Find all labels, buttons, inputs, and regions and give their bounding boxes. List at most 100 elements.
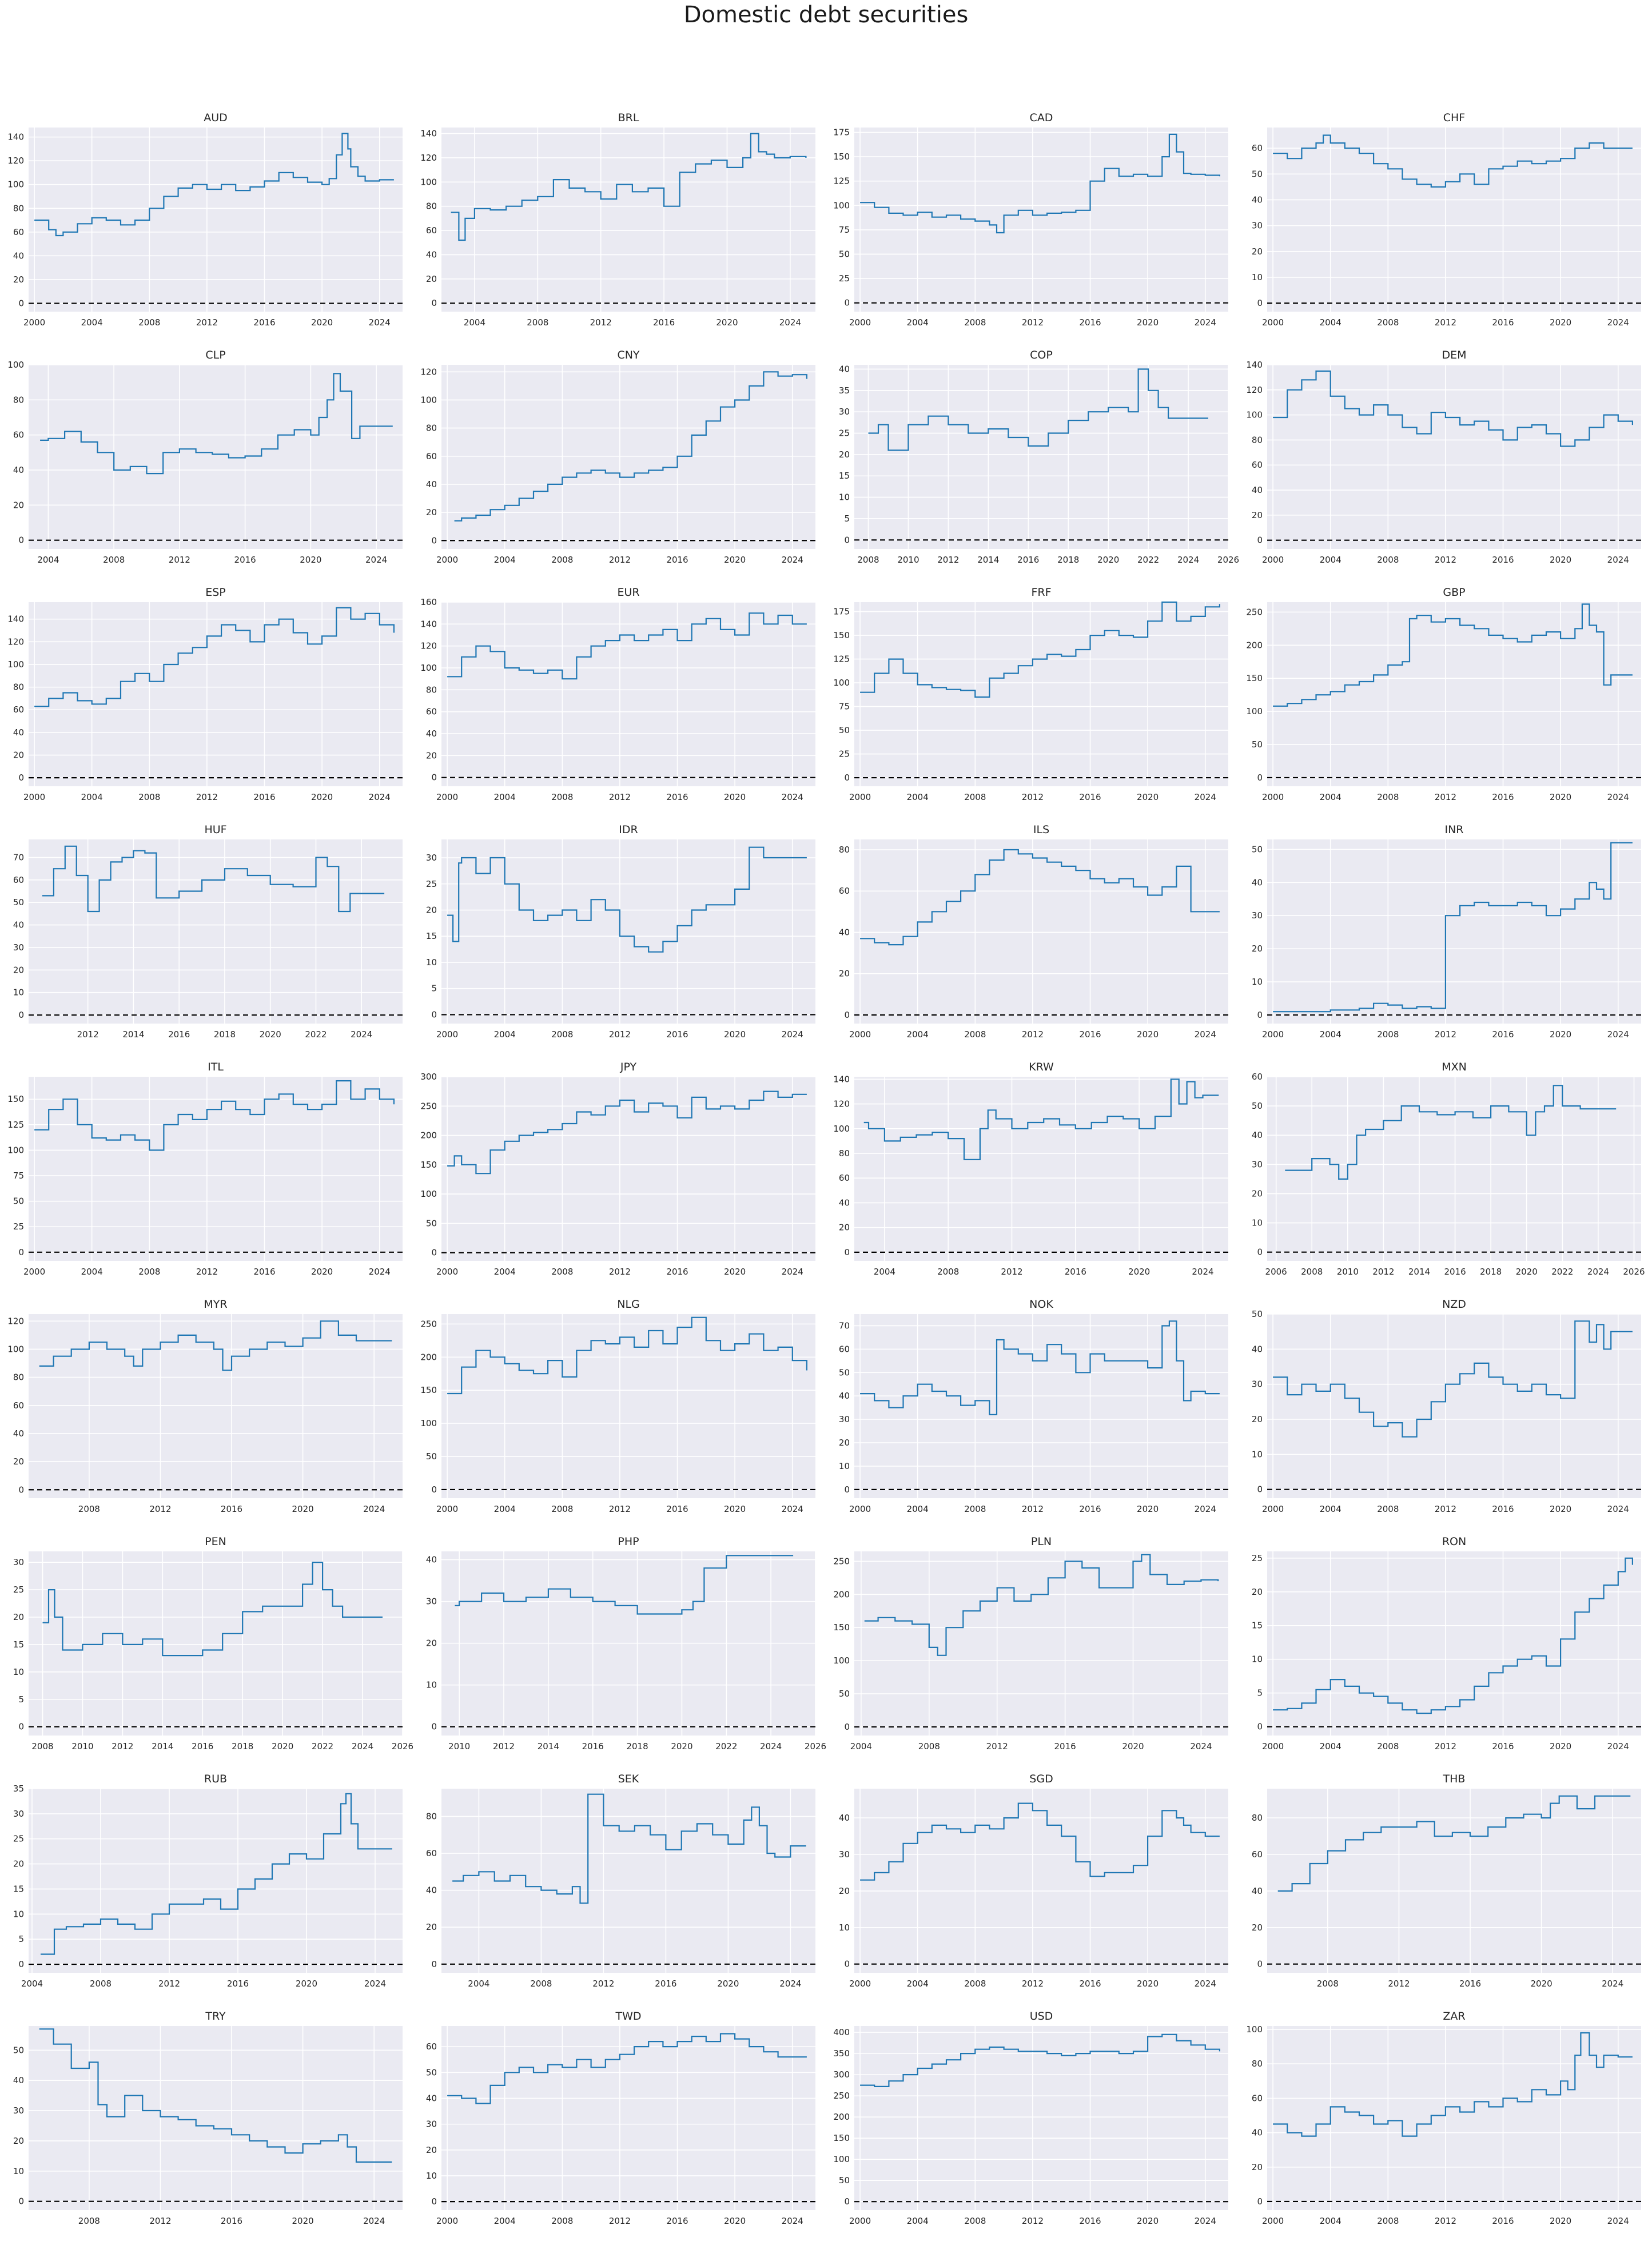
y-tick-label: 10 bbox=[13, 1667, 24, 1677]
x-tick-label: 2024 bbox=[1607, 1029, 1629, 1040]
x-tick-label: 2004 bbox=[494, 2216, 516, 2226]
panel-thb: 2008 2012 2016 2020 2024 0 20 40 60 80 THB bbox=[1252, 1773, 1641, 1989]
x-tick-label: 2008 bbox=[1377, 792, 1399, 802]
x-tick-label: 2000 bbox=[436, 1029, 458, 1040]
x-tick-label: 2016 bbox=[1079, 1504, 1101, 1514]
subplot-title: RUB bbox=[204, 1773, 227, 1785]
panel-inr: 2000 2004 2008 2012 2016 2020 2024 0 10 20 30 40 50 I… bbox=[1252, 823, 1641, 1040]
series-line bbox=[447, 1316, 807, 1395]
x-tick-label: 2004 bbox=[21, 1979, 43, 1989]
x-tick-label: 2016 bbox=[1079, 317, 1101, 328]
x-tick-label: 2004 bbox=[874, 1267, 895, 1277]
x-tick-label: 2018 bbox=[626, 1741, 648, 1752]
x-tick-label: 2016 bbox=[582, 1741, 604, 1752]
y-tick-label: 150 bbox=[833, 2133, 850, 2143]
x-tick-label: 2020 bbox=[260, 1029, 281, 1040]
panel-pln: 2004 2008 2012 2016 2020 2024 0 50 100 150 200 250 P… bbox=[833, 1535, 1228, 1752]
x-tick-label: 2020 bbox=[292, 1504, 314, 1514]
series-line bbox=[1273, 603, 1633, 707]
x-tick-label: 2012 bbox=[77, 1029, 99, 1040]
x-tick-label: 2004 bbox=[494, 555, 516, 565]
x-tick-label: 2004 bbox=[1320, 2216, 1341, 2226]
y-tick-label: 80 bbox=[13, 1372, 24, 1383]
x-tick-label: 2016 bbox=[253, 1267, 275, 1277]
y-tick-label: 140 bbox=[7, 614, 24, 624]
x-tick-label: 2008 bbox=[551, 555, 573, 565]
x-tick-label: 2008 bbox=[78, 1504, 100, 1514]
panel-nzd: 2000 2004 2008 2012 2016 2020 2024 0 10 20 30 40 50 N… bbox=[1252, 1298, 1641, 1514]
y-tick-label: 20 bbox=[1252, 510, 1263, 520]
x-tick-label: 2024 bbox=[1602, 1979, 1623, 1989]
x-tick-label: 2016 bbox=[227, 1979, 249, 1989]
x-tick-label: 2008 bbox=[1301, 1267, 1323, 1277]
x-tick-label: 2022 bbox=[1137, 555, 1159, 565]
y-tick-label: 80 bbox=[1252, 2059, 1263, 2069]
y-tick-label: 50 bbox=[839, 1689, 850, 1699]
y-tick-label: 100 bbox=[833, 2154, 850, 2164]
y-tick-label: 20 bbox=[426, 274, 437, 284]
y-tick-label: 160 bbox=[420, 597, 437, 607]
series-line bbox=[34, 133, 394, 237]
y-tick-label: 25 bbox=[1252, 1553, 1263, 1563]
x-tick-label: 2012 bbox=[592, 1979, 614, 1989]
subplot-title: TWD bbox=[615, 2010, 641, 2023]
y-tick-label: 40 bbox=[839, 364, 850, 374]
x-tick-label: 2004 bbox=[37, 555, 59, 565]
panel-jpy: 2000 2004 2008 2012 2016 2020 2024 0 50 100 150 200… bbox=[420, 1061, 815, 1277]
y-tick-label: 25 bbox=[13, 1221, 24, 1232]
y-tick-label: 40 bbox=[1252, 485, 1263, 495]
plot-area bbox=[29, 1314, 403, 1498]
subplot-title: SEK bbox=[618, 1773, 639, 1785]
x-tick-label: 2016 bbox=[1492, 1029, 1514, 1040]
x-tick-label: 2024 bbox=[1195, 792, 1216, 802]
x-tick-label: 2012 bbox=[986, 1741, 1008, 1752]
x-tick-label: 2020 bbox=[724, 555, 746, 565]
y-tick-label: 10 bbox=[1252, 1449, 1263, 1459]
y-tick-label: 60 bbox=[426, 707, 437, 717]
y-tick-label: 20 bbox=[13, 965, 24, 975]
x-tick-label: 2020 bbox=[1122, 1741, 1144, 1752]
y-tick-label: 0 bbox=[1257, 298, 1263, 308]
y-tick-label: 100 bbox=[420, 1189, 437, 1199]
y-tick-label: 60 bbox=[13, 1400, 24, 1411]
x-tick-label: 2012 bbox=[609, 792, 631, 802]
plot-area bbox=[1267, 1789, 1641, 1973]
y-tick-label: 40 bbox=[839, 1391, 850, 1401]
y-tick-label: 20 bbox=[426, 1638, 437, 1649]
subplot-title: DEM bbox=[1442, 349, 1466, 361]
y-tick-label: 20 bbox=[13, 1456, 24, 1467]
x-tick-label: 2020 bbox=[1550, 1029, 1571, 1040]
plot-area bbox=[1267, 128, 1641, 312]
subplot-title: BRL bbox=[618, 112, 639, 124]
subplot-title: USD bbox=[1030, 2010, 1053, 2023]
x-tick-label: 2008 bbox=[1317, 1979, 1339, 1989]
y-tick-label: 50 bbox=[839, 2175, 850, 2186]
y-tick-label: 30 bbox=[13, 1809, 24, 1819]
y-tick-label: 100 bbox=[7, 1344, 24, 1354]
x-tick-label: 2012 bbox=[493, 1741, 515, 1752]
x-tick-label: 2008 bbox=[527, 317, 548, 328]
x-tick-label: 2024 bbox=[782, 2216, 803, 2226]
y-tick-label: 120 bbox=[420, 367, 437, 377]
y-tick-label: 100 bbox=[833, 200, 850, 210]
series-line bbox=[447, 2033, 807, 2104]
x-tick-label: 2000 bbox=[436, 1267, 458, 1277]
y-tick-label: 0 bbox=[431, 1009, 437, 1020]
subplot-title: PHP bbox=[618, 1535, 639, 1548]
y-tick-label: 100 bbox=[7, 180, 24, 190]
x-tick-label: 2008 bbox=[1377, 1029, 1399, 1040]
y-tick-label: 30 bbox=[426, 853, 437, 863]
panel-zar: 2000 2004 2008 2012 2016 2020 2024 0 20 40 60 80 100… bbox=[1246, 2010, 1641, 2226]
x-tick-label: 2016 bbox=[1079, 792, 1101, 802]
y-tick-label: 20 bbox=[1252, 246, 1263, 257]
y-tick-label: 20 bbox=[839, 449, 850, 460]
y-tick-label: 15 bbox=[839, 471, 850, 481]
panel-nlg: 2000 2004 2008 2012 2016 2020 2024 0 50 100 150 200… bbox=[420, 1298, 815, 1514]
y-tick-label: 0 bbox=[1257, 1484, 1263, 1495]
x-tick-label: 2016 bbox=[1017, 555, 1039, 565]
x-tick-label: 2016 bbox=[221, 2216, 242, 2226]
x-tick-label: 2020 bbox=[311, 1267, 333, 1277]
x-tick-label: 2024 bbox=[1195, 317, 1216, 328]
y-tick-label: 40 bbox=[426, 479, 437, 489]
x-tick-label: 2004 bbox=[494, 1267, 516, 1277]
